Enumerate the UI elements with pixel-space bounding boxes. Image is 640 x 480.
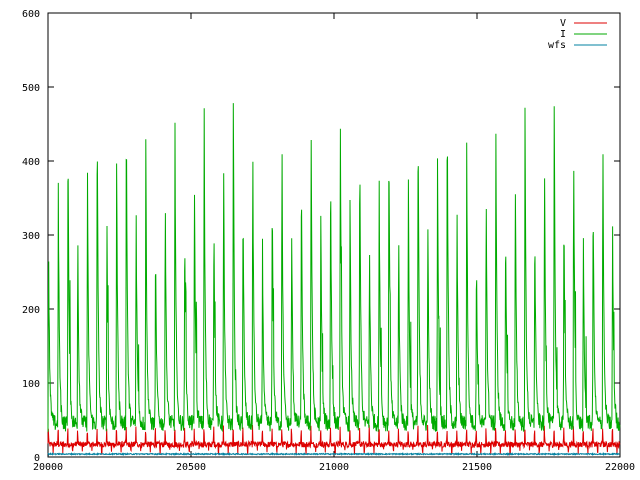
y-tick-label: 300 — [22, 231, 40, 242]
y-tick-label: 0 — [34, 453, 40, 464]
y-tick-label: 100 — [22, 379, 40, 390]
series-line-v — [47, 424, 621, 456]
x-tick-label: 20500 — [176, 462, 206, 473]
x-tick-label: 21000 — [319, 462, 349, 473]
series-line-wfs — [47, 451, 620, 457]
y-tick-label: 600 — [22, 9, 40, 20]
series-line-i — [47, 103, 621, 433]
x-tick-label: 20000 — [33, 462, 63, 473]
x-tick-label: 21500 — [462, 462, 492, 473]
y-tick-label: 200 — [22, 305, 40, 316]
y-tick-label: 400 — [22, 157, 40, 168]
y-axis: 0 100 200 300 400 500 600 — [22, 9, 620, 464]
legend-label: I — [560, 29, 566, 40]
x-tick-label: 22000 — [605, 462, 635, 473]
y-tick-label: 500 — [22, 83, 40, 94]
legend-label: wfs — [548, 40, 566, 51]
series-layer — [47, 103, 621, 457]
legend-label: V — [560, 18, 566, 29]
